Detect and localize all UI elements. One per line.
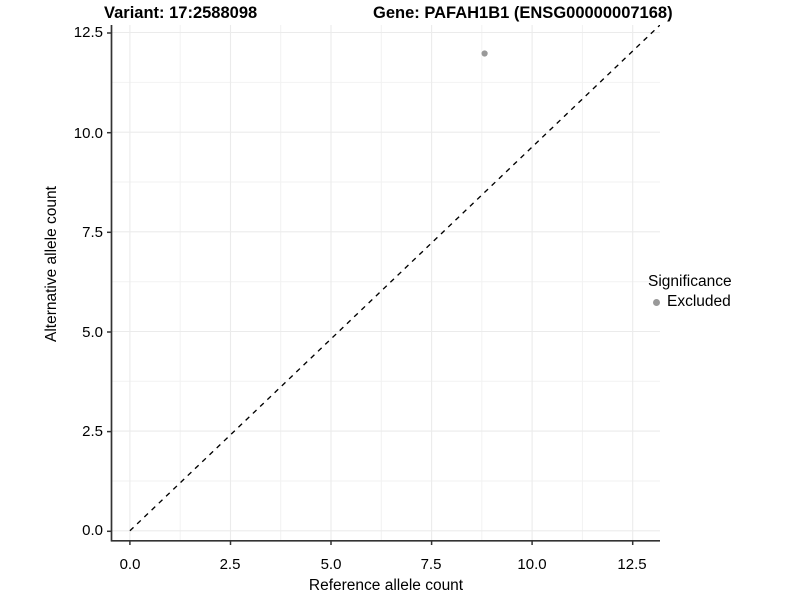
y-tick-label: 5.0 (82, 324, 103, 341)
legend: Significance Excluded (648, 272, 798, 311)
x-tick-label: 7.5 (420, 556, 442, 573)
data-point (481, 50, 488, 57)
x-tick-label: 12.5 (617, 556, 647, 573)
legend-item-excluded[interactable]: Excluded (648, 292, 798, 311)
y-tick-label: 10.0 (73, 125, 103, 142)
identity-reference-line (129, 25, 660, 532)
y-axis-tick-labels: 12.5 10.0 7.5 5.0 2.5 0.0 (0, 0, 103, 600)
y-tick-label: 7.5 (82, 224, 103, 241)
minor-gridlines (111, 25, 660, 541)
y-tick-label: 0.0 (82, 522, 103, 539)
plot-panel (111, 25, 660, 541)
y-tick-label: 12.5 (73, 24, 103, 41)
legend-title: Significance (648, 273, 732, 290)
x-tick-label: 2.5 (219, 556, 241, 573)
y-axis-ticks (107, 32, 111, 533)
legend-point-icon (648, 293, 666, 311)
variant-title: Variant: 17:2588098 (104, 4, 258, 22)
x-tick-label: 0.0 (119, 556, 141, 573)
major-gridlines (111, 25, 660, 541)
x-tick-label: 5.0 (320, 556, 342, 573)
x-tick-label: 10.0 (517, 556, 547, 573)
legend-item-label: Excluded (667, 293, 731, 310)
data-points-excluded (481, 50, 488, 57)
x-axis-title: Reference allele count (308, 577, 464, 594)
plot-title-row: Variant: 17:2588098 Gene: PAFAH1B1 (ENSG… (0, 3, 680, 27)
x-axis-ticks (129, 541, 634, 545)
y-tick-label: 2.5 (82, 423, 103, 440)
plot-canvas (111, 25, 660, 541)
gene-title: Gene: PAFAH1B1 (ENSG00000007168) (373, 4, 673, 22)
